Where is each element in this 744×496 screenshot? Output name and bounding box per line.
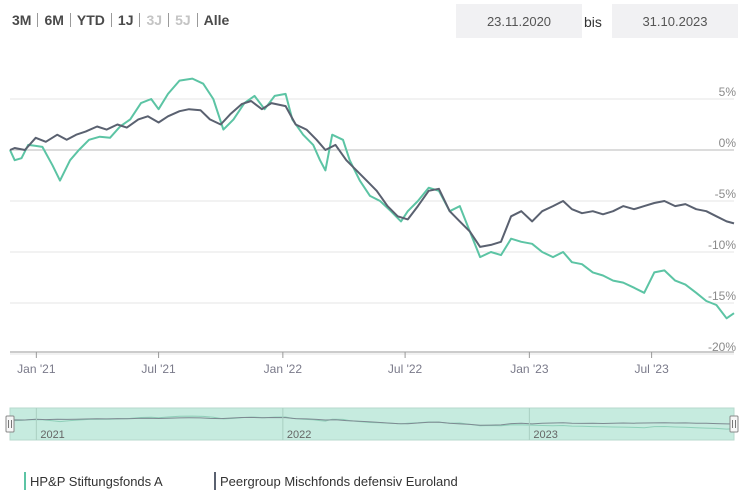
- y-tick-label: 0%: [719, 136, 737, 150]
- x-tick-label: Jan '21: [17, 362, 56, 376]
- series-line-peer[interactable]: [9, 100, 735, 248]
- legend-label-fund: HP&P Stiftungsfonds A: [30, 473, 163, 489]
- x-tick-label: Jan '22: [264, 362, 303, 376]
- range-button-5j: 5J: [175, 12, 191, 28]
- x-tick-label: Jul '23: [634, 362, 669, 376]
- navigator-year-label: 2022: [287, 429, 311, 441]
- range-button-3m[interactable]: 3M: [12, 12, 32, 28]
- legend-item-peer[interactable]: Peergroup Mischfonds defensiv Euroland: [214, 472, 458, 490]
- x-tick-label: Jul '21: [141, 362, 176, 376]
- range-button-3j: 3J: [146, 12, 163, 28]
- separator: [196, 13, 198, 27]
- range-button-6m[interactable]: 6M: [44, 12, 64, 28]
- legend-item-fund[interactable]: HP&P Stiftungsfonds A: [24, 472, 163, 490]
- navigator-series-line: [9, 416, 735, 426]
- navigator-handle-right[interactable]: [729, 415, 739, 433]
- range-button-alle[interactable]: Alle: [203, 12, 230, 28]
- separator: [69, 13, 71, 27]
- series-line-fund[interactable]: [9, 77, 735, 320]
- x-tick-label: Jan '23: [510, 362, 549, 376]
- separator: [110, 13, 112, 27]
- separator: [37, 13, 39, 27]
- range-button-1j[interactable]: 1J: [117, 12, 134, 28]
- legend-swatch-fund: [24, 472, 26, 490]
- x-tick-label: Jul '22: [388, 362, 423, 376]
- range-button-ytd[interactable]: YTD: [76, 12, 105, 28]
- series-lines: [9, 77, 735, 320]
- y-axis-labels: 5% 0% -5% -10% -15% -20%: [708, 85, 736, 354]
- legend-label-peer: Peergroup Mischfonds defensiv Euroland: [220, 473, 458, 489]
- date-to-input[interactable]: [612, 4, 738, 38]
- date-from-input[interactable]: [456, 4, 582, 38]
- legend-swatch-peer: [214, 472, 216, 490]
- date-separator: bis: [584, 14, 602, 30]
- separator: [139, 13, 141, 27]
- separator: [168, 13, 170, 27]
- navigator-selection[interactable]: [9, 407, 735, 441]
- grid-lines: [10, 98, 734, 355]
- navigator[interactable]: 2021 2022 2023: [5, 407, 739, 441]
- range-selector: 3M 6M YTD 1J 3J 5J Alle: [6, 8, 235, 32]
- y-tick-label: -15%: [708, 289, 736, 303]
- y-tick-label: -5%: [715, 187, 737, 201]
- navigator-handle-left[interactable]: [5, 415, 15, 433]
- navigator-year-label: 2023: [533, 429, 557, 441]
- x-axis: Jan '21 Jul '21 Jan '22 Jul '22 Jan '23 Jul '…: [10, 351, 734, 376]
- y-tick-label: 5%: [719, 85, 737, 99]
- y-tick-label: -10%: [708, 238, 736, 252]
- performance-chart: 5%0%-5%-10%-15%-20% Jan '21 Jul '21 Jan '2…: [5, 77, 739, 441]
- navigator-year-label: 2021: [40, 429, 64, 441]
- y-tick-label: -20%: [708, 340, 736, 354]
